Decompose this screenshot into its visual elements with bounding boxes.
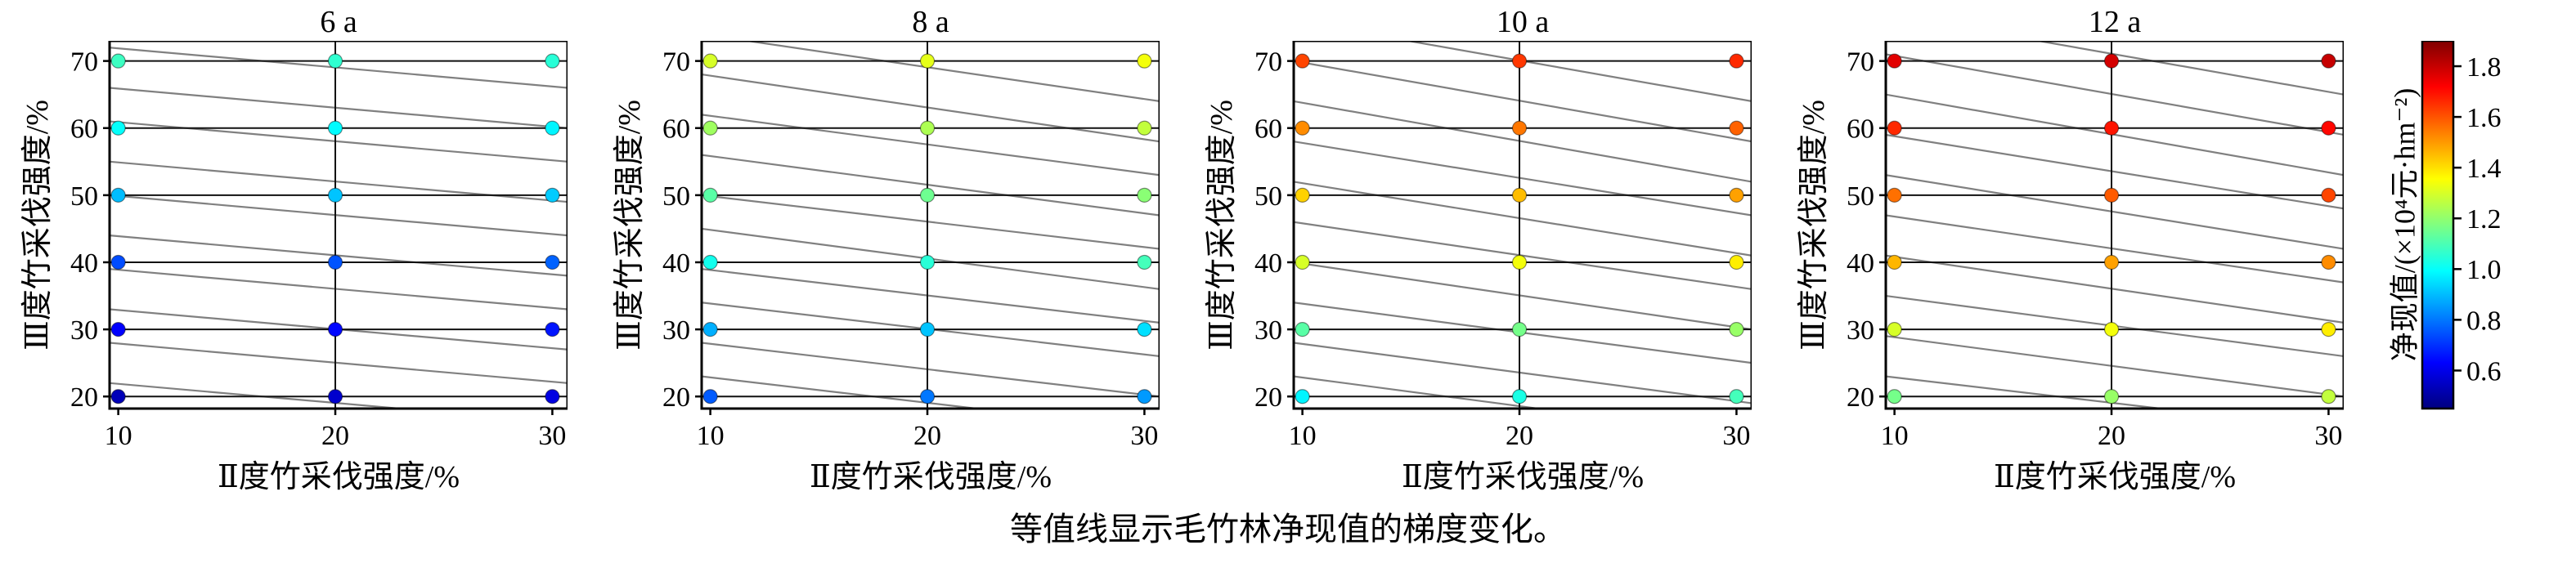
y-axis-label: Ⅲ度竹采伐强度/% [20,99,55,351]
data-points [1295,53,1744,404]
x-tick-label: 10 [697,421,725,451]
x-axis-label: Ⅱ度竹采伐强度/% [1993,460,2237,494]
colorbar-tick-label: 1.2 [2466,204,2502,235]
panel-title: 12 a [2088,5,2142,39]
colorbar-tick-label: 1.8 [2466,52,2502,83]
colorbar-label: 净现值/(×10⁴元·hm⁻²) [2388,87,2421,362]
colorbar-tick-label: 0.6 [2466,356,2502,387]
colorbar-tick-label: 1.4 [2466,154,2502,184]
colorbar-tick-label: 0.8 [2466,306,2502,336]
y-tick-label: 40 [1254,248,1282,279]
x-tick-label: 10 [105,421,132,451]
x-tick-label: 20 [1506,421,1533,451]
y-axis-label: Ⅲ度竹采伐强度/% [612,99,647,351]
y-tick-label: 50 [1847,181,1874,212]
grid-lines [110,41,568,409]
plot-frame [700,41,1160,410]
y-tick-label: 60 [70,114,98,145]
colorbar-gradient [2421,41,2455,410]
y-tick-label: 20 [1847,382,1874,413]
x-tick-label: 10 [1289,421,1317,451]
colorbar: 0.6 0.8 1.0 1.2 1.4 1.6 1.8 [2421,41,2502,410]
panel-10a: 10 a Ⅲ度竹采伐强度/% 70 60 50 40 30 20 10 20 30 Ⅱ度竹采伐强… [1199,3,1752,496]
contour-lines [110,47,568,409]
y-tick-label: 60 [662,114,690,145]
y-tick-label: 20 [70,382,98,413]
panels-row: 6 a Ⅲ度竹采伐强度/% 70 60 50 40 30 20 10 20 30 Ⅱ度竹采伐强度… [15,3,2551,496]
panel-title: 6 a [320,5,357,39]
data-points [110,53,560,404]
x-tick-label: 20 [2098,421,2125,451]
panel-12a: 12 a Ⅲ度竹采伐强度/% 70 60 50 40 30 20 10 20 30 Ⅱ度竹采伐强… [1791,3,2344,496]
y-tick-label: 50 [662,181,690,212]
y-tick-label: 30 [70,315,98,346]
y-axis-label: Ⅲ度竹采伐强度/% [1204,99,1239,351]
x-tick-label: 30 [1722,421,1750,451]
panel-title: 10 a [1496,5,1550,39]
panel-6a: 6 a Ⅲ度竹采伐强度/% 70 60 50 40 30 20 10 20 30 Ⅱ度竹采伐强度… [15,3,568,496]
colorbar-block: 净现值/(×10⁴元·hm⁻²) 0.6 0.8 1.0 1.2 1.4 1.6 1.8 [2383,3,2551,451]
x-tick-label: 10 [1881,421,1909,451]
y-tick-label: 70 [1254,47,1282,78]
x-axis-label: Ⅱ度竹采伐强度/% [1401,460,1645,494]
data-points [702,53,1152,404]
y-tick-label: 50 [1254,181,1282,212]
y-tick-label: 30 [662,315,690,346]
contour-lines [1886,41,2344,409]
x-axis-label: Ⅱ度竹采伐强度/% [217,460,460,494]
colorbar-tick-label: 1.0 [2466,255,2502,285]
panel-title: 8 a [912,5,949,39]
colorbar-ticks: 0.6 0.8 1.0 1.2 1.4 1.6 1.8 [2453,52,2502,387]
x-tick-label: 30 [538,421,566,451]
x-tick-label: 30 [1130,421,1158,451]
x-tick-label: 20 [913,421,941,451]
y-tick-label: 70 [662,47,690,78]
data-points [1887,53,2336,404]
y-tick-label: 30 [1847,315,1874,346]
y-tick-label: 70 [70,47,98,78]
y-tick-label: 30 [1254,315,1282,346]
y-tick-label: 40 [70,248,98,279]
x-tick-label: 30 [2314,421,2342,451]
y-axis-label: Ⅲ度竹采伐强度/% [1796,99,1831,351]
plot-frame [1884,41,2344,410]
y-tick-label: 60 [1254,114,1282,145]
contour-lines [1294,41,1752,409]
contour-lines [702,41,1160,409]
colorbar-tick-label: 1.6 [2466,103,2502,133]
y-tick-label: 40 [662,248,690,279]
plot-frame [108,41,568,410]
x-axis-label: Ⅱ度竹采伐强度/% [809,460,1052,494]
x-tick-label: 20 [321,421,349,451]
y-tick-label: 20 [662,382,690,413]
plot-frame [1292,41,1752,410]
grid-lines [702,41,1160,409]
y-tick-label: 50 [70,181,98,212]
figure-caption: 等值线显示毛竹林净现值的梯度变化。 [1010,511,1566,547]
y-tick-label: 20 [1254,382,1282,413]
y-tick-label: 60 [1847,114,1874,145]
y-tick-label: 40 [1847,248,1874,279]
y-tick-label: 70 [1847,47,1874,78]
panel-8a: 8 a Ⅲ度竹采伐强度/% 70 60 50 40 30 20 10 20 30 Ⅱ度竹采伐强度… [607,3,1160,496]
